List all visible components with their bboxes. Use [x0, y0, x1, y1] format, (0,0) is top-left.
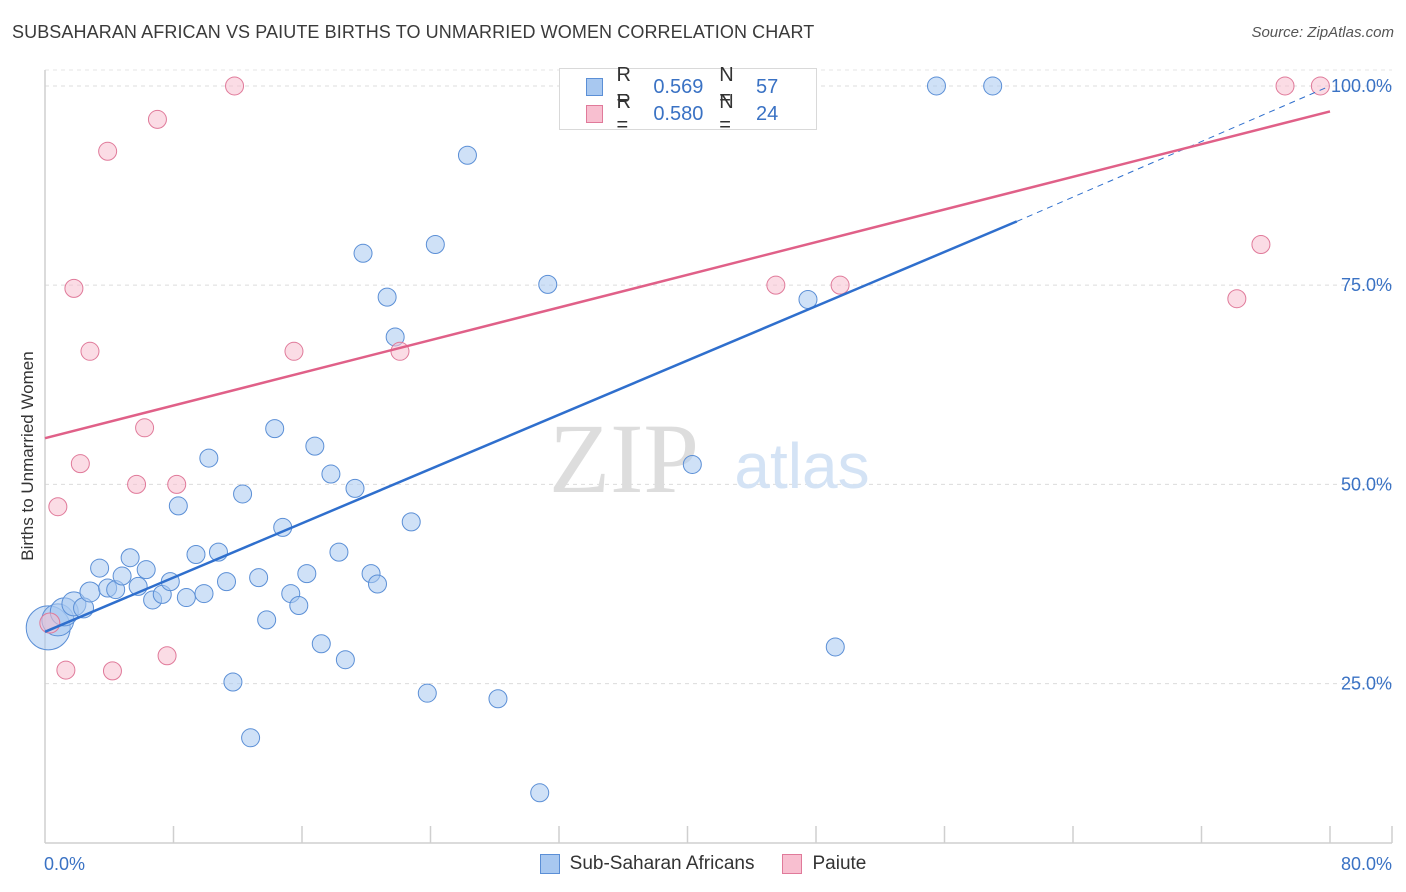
- point-subsaharan: [223, 672, 243, 692]
- watermark: ZIP atlas: [549, 403, 870, 514]
- watermark-zip: ZIP: [549, 403, 699, 514]
- point-subsaharan: [79, 581, 101, 603]
- point-paiute: [284, 341, 304, 361]
- point-subsaharan: [136, 560, 156, 580]
- stats-legend: R = 0.569 N = 57 R = 0.580 N = 24: [559, 64, 817, 136]
- point-paiute: [127, 474, 147, 494]
- legend-n-value: 24: [756, 102, 779, 125]
- point-subsaharan: [682, 454, 702, 474]
- point-paiute: [390, 341, 410, 361]
- point-subsaharan: [926, 76, 946, 96]
- point-subsaharan: [112, 566, 132, 586]
- point-subsaharan: [90, 558, 110, 578]
- legend-r-label: R =: [616, 91, 631, 136]
- trendline-subsaharan: [44, 220, 1018, 633]
- legend-swatch-paiute: [782, 854, 803, 874]
- point-subsaharan: [241, 728, 261, 748]
- point-subsaharan: [983, 76, 1003, 96]
- point-subsaharan: [401, 512, 421, 532]
- point-subsaharan: [417, 683, 437, 703]
- chart-title: SUBSAHARAN AFRICAN VS PAIUTE BIRTHS TO U…: [12, 22, 815, 42]
- legend-n-value: 57: [756, 75, 779, 98]
- point-paiute: [167, 474, 187, 494]
- legend-row-paiute: R = 0.580 N = 24: [586, 91, 816, 136]
- source-credit: Source: ZipAtlas.com: [1251, 24, 1394, 41]
- point-paiute: [1275, 76, 1295, 96]
- legend-row-subsaharan: R = 0.569 N = 57: [586, 64, 816, 109]
- legend-item-paiute[interactable]: Paiute: [782, 853, 866, 875]
- y-tick-label: 25.0%: [1341, 674, 1392, 694]
- point-paiute: [135, 418, 155, 438]
- point-subsaharan: [335, 650, 355, 670]
- point-subsaharan: [825, 637, 845, 657]
- point-subsaharan: [457, 145, 477, 165]
- point-subsaharan: [199, 448, 219, 468]
- legend-label-subsaharan: Sub-Saharan Africans: [569, 853, 755, 874]
- point-subsaharan: [233, 484, 253, 504]
- point-paiute: [70, 454, 90, 474]
- point-subsaharan: [367, 574, 387, 594]
- y-tick-label: 50.0%: [1341, 474, 1392, 494]
- point-paiute: [56, 660, 76, 680]
- point-paiute: [64, 278, 84, 298]
- point-subsaharan: [538, 274, 558, 294]
- point-paiute: [1310, 76, 1330, 96]
- point-subsaharan: [120, 548, 140, 568]
- point-subsaharan: [321, 464, 341, 484]
- series-legend: Sub-Saharan Africans Paiute: [0, 852, 1406, 876]
- point-subsaharan: [176, 588, 196, 608]
- x-tick-label: 0.0%: [44, 854, 85, 874]
- point-subsaharan: [186, 545, 206, 565]
- watermark-atlas: atlas: [734, 430, 869, 502]
- legend-n-label: N =: [719, 91, 734, 136]
- point-paiute: [830, 275, 850, 295]
- point-paiute: [225, 76, 245, 96]
- point-subsaharan: [488, 689, 508, 709]
- legend-r-value: 0.569: [653, 75, 704, 98]
- x-tick-label: 80.0%: [1341, 854, 1392, 874]
- point-subsaharan: [265, 419, 285, 439]
- point-paiute: [1251, 235, 1271, 255]
- point-subsaharan: [249, 568, 269, 588]
- point-subsaharan: [217, 572, 237, 592]
- legend-r-label: R =: [616, 64, 631, 109]
- point-subsaharan: [530, 783, 550, 803]
- gridlines: [45, 69, 1392, 685]
- point-paiute: [102, 661, 122, 681]
- point-subsaharan: [425, 235, 445, 255]
- legend-label-paiute: Paiute: [812, 853, 867, 874]
- legend-swatch-subsaharan: [586, 78, 603, 96]
- y-tick-label: 75.0%: [1341, 275, 1392, 295]
- point-subsaharan: [297, 564, 317, 584]
- point-subsaharan: [168, 496, 188, 516]
- point-subsaharan: [305, 436, 325, 456]
- legend-swatch-paiute: [586, 105, 603, 123]
- trendline-paiute: [44, 110, 1331, 440]
- axes: [44, 70, 1393, 844]
- point-subsaharan: [353, 243, 373, 263]
- point-paiute: [157, 646, 177, 666]
- trendline-subsaharan-extension: [1016, 85, 1331, 222]
- point-subsaharan: [257, 610, 277, 630]
- point-subsaharan: [377, 287, 397, 307]
- point-paiute: [98, 141, 118, 161]
- point-subsaharan: [289, 596, 309, 616]
- legend-n-label: N =: [719, 64, 734, 109]
- y-tick-label: 100.0%: [1331, 76, 1392, 96]
- point-subsaharan: [345, 478, 365, 498]
- legend-r-value: 0.580: [653, 102, 704, 125]
- legend-item-subsaharan[interactable]: Sub-Saharan Africans: [539, 853, 755, 875]
- point-paiute: [1227, 289, 1247, 309]
- point-subsaharan: [311, 634, 331, 654]
- point-paiute: [48, 497, 68, 517]
- point-paiute: [80, 341, 100, 361]
- legend-swatch-subsaharan: [539, 854, 560, 874]
- point-subsaharan: [329, 542, 349, 562]
- point-paiute: [766, 275, 786, 295]
- point-subsaharan: [194, 584, 214, 604]
- point-paiute: [147, 109, 167, 129]
